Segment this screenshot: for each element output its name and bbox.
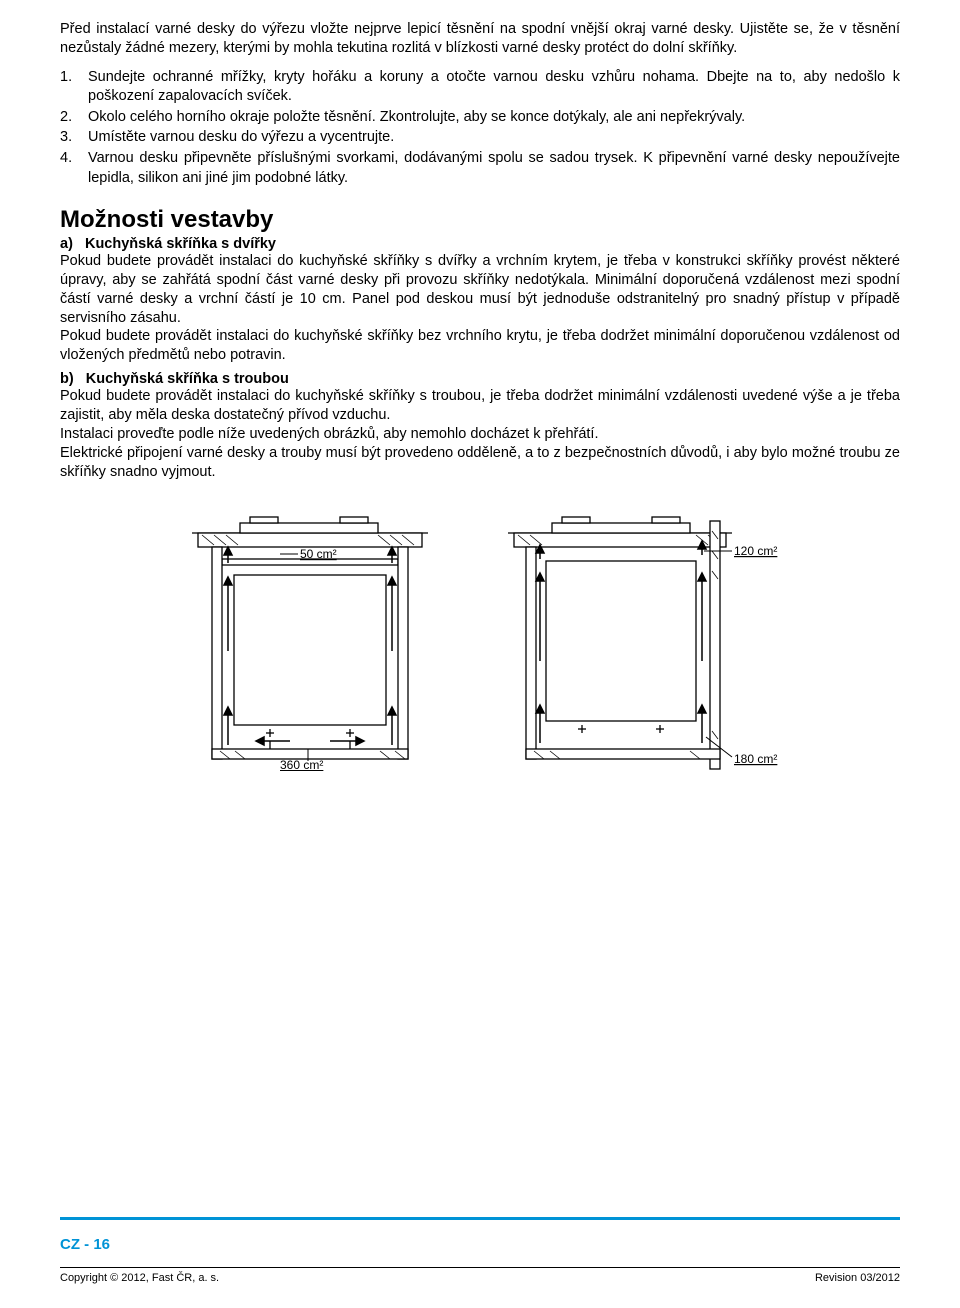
- step-item: Varnou desku připevněte příslušnými svor…: [88, 149, 900, 188]
- subsection-b-heading: b) Kuchyňská skříňka s troubou: [60, 371, 900, 387]
- diagram-left-bottom-label: 360 cm²: [280, 758, 323, 771]
- section-heading: Možnosti vestavby: [60, 206, 900, 234]
- step-item: Sundejte ochranné mřížky, kryty hořáku a…: [88, 68, 900, 107]
- diagram-right: 120 cm² 180 cm²: [500, 511, 780, 771]
- diagram-right-bottom-label: 180 cm²: [734, 752, 777, 766]
- diagram-left-top-label: 50 cm²: [300, 547, 337, 561]
- subsection-b: b) Kuchyňská skříňka s troubou Pokud bud…: [60, 371, 900, 481]
- diagram-right-top-label: 120 cm²: [734, 544, 777, 558]
- subsection-a-heading: a) Kuchyňská skříňka s dvířky: [60, 236, 900, 252]
- diagram-left: 50 cm² 360 cm²: [180, 511, 440, 771]
- subsection-b-body: Pokud budete provádět instalaci do kuchy…: [60, 387, 900, 481]
- footer-copyright: Copyright © 2012, Fast ČR, a. s.: [60, 1272, 219, 1284]
- subsection-a-body: Pokud budete provádět instalaci do kuchy…: [60, 252, 900, 365]
- page-number: CZ - 16: [60, 1236, 900, 1253]
- intro-paragraph: Před instalací varné desky do výřezu vlo…: [60, 20, 900, 58]
- page-footer: CZ - 16 Copyright © 2012, Fast ČR, a. s.…: [60, 1217, 900, 1284]
- footer-rule-bottom: [60, 1267, 900, 1268]
- installation-diagrams: 50 cm² 360 cm²: [60, 511, 900, 771]
- step-item: Okolo celého horního okraje položte těsn…: [88, 108, 900, 128]
- numbered-steps: Sundejte ochranné mřížky, kryty hořáku a…: [60, 68, 900, 188]
- footer-revision: Revision 03/2012: [815, 1272, 900, 1284]
- step-item: Umístěte varnou desku do výřezu a vycent…: [88, 128, 900, 148]
- subsection-a: a) Kuchyňská skříňka s dvířky Pokud bude…: [60, 236, 900, 365]
- footer-rule-top: [60, 1217, 900, 1220]
